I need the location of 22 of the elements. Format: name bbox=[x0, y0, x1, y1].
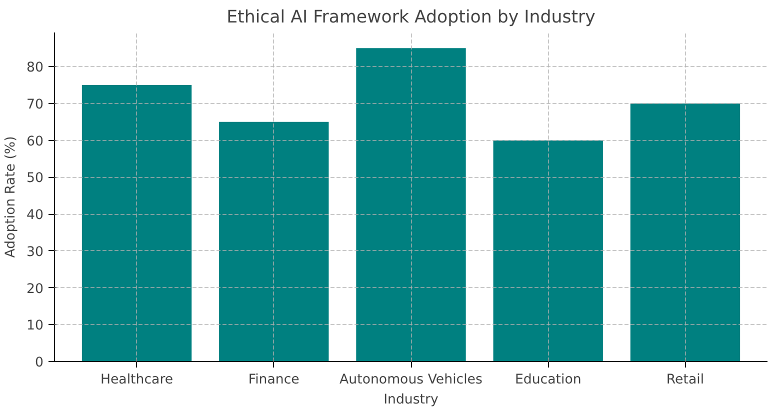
chart-title: Ethical AI Framework Adoption by Industry bbox=[226, 8, 596, 28]
bar bbox=[82, 85, 192, 362]
y-tick-label: 20 bbox=[26, 282, 44, 297]
y-tick-label: 50 bbox=[26, 171, 44, 186]
y-tick-label: 30 bbox=[26, 244, 44, 260]
y-tick-label: 40 bbox=[26, 208, 44, 224]
x-tick-label: Education bbox=[514, 372, 582, 388]
bar bbox=[630, 103, 740, 362]
y-tick-label: 0 bbox=[35, 356, 44, 370]
y-tick-label: 10 bbox=[26, 318, 44, 334]
x-tick-label: Finance bbox=[248, 372, 300, 388]
bar bbox=[356, 48, 466, 362]
y-axis-title: Adoption Rate (%) bbox=[4, 136, 19, 258]
x-axis-title: Industry bbox=[384, 392, 439, 408]
y-tick-label: 70 bbox=[26, 97, 44, 112]
y-tick-label: 60 bbox=[26, 134, 44, 150]
x-tick-label: Retail bbox=[666, 372, 704, 388]
bar bbox=[219, 122, 329, 362]
y-tick-label: 80 bbox=[26, 60, 44, 76]
x-tick-label: Autonomous Vehicles bbox=[340, 372, 483, 388]
x-tick-label: Healthcare bbox=[100, 372, 174, 388]
bar bbox=[493, 140, 603, 362]
